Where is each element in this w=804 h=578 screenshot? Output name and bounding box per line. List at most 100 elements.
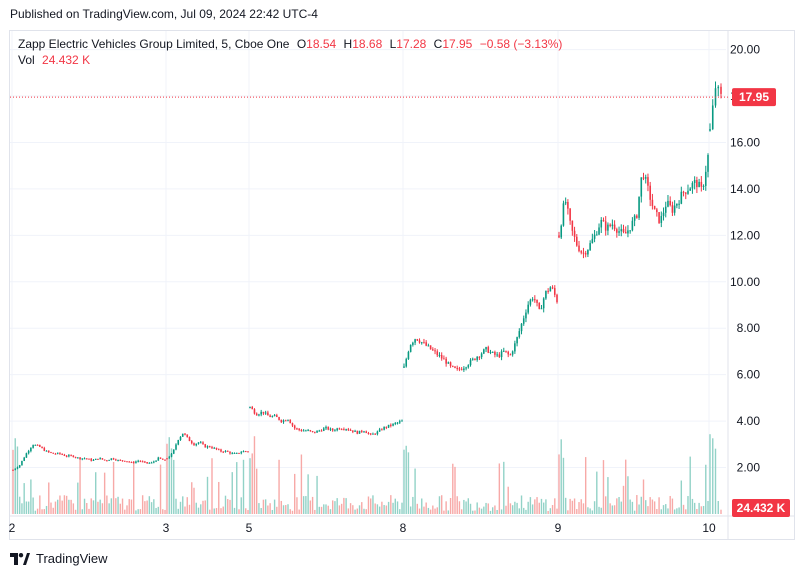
volume-bar — [83, 498, 86, 514]
candle-body — [412, 342, 414, 345]
volume-bar — [211, 458, 213, 514]
candle-body — [372, 433, 374, 435]
volume-bar — [39, 495, 41, 514]
candle-body — [264, 412, 267, 414]
volume-bar — [302, 496, 305, 514]
candle-body — [456, 367, 459, 369]
volume-bar — [696, 508, 698, 514]
volume-bar — [638, 504, 640, 514]
volume-bar — [282, 505, 285, 514]
candle-body — [558, 235, 560, 238]
volume-bar — [204, 500, 206, 514]
candle-body — [61, 453, 63, 455]
volume-bar — [318, 506, 320, 514]
volume-bar — [52, 507, 54, 514]
series-legend: Zapp Electric Vehicles Group Limited, 5,… — [18, 36, 562, 68]
candle-body — [383, 426, 385, 430]
candle-body — [540, 308, 543, 310]
volume-bar — [222, 506, 224, 514]
candle-body — [693, 179, 696, 184]
candle-body — [211, 447, 213, 449]
candle-body — [673, 205, 676, 213]
volume-bar — [717, 501, 719, 514]
candle-body — [247, 451, 249, 453]
candle-body — [416, 339, 419, 341]
volume-bar — [193, 487, 195, 514]
candle-body — [220, 449, 222, 452]
volume-bar — [622, 485, 625, 514]
volume-bar — [538, 502, 540, 514]
candle-body — [65, 455, 68, 457]
volume-bar — [685, 509, 687, 514]
volume-bar — [564, 497, 567, 514]
volume-bar — [545, 499, 547, 514]
candle-body — [407, 351, 410, 360]
volume-bar — [569, 498, 571, 514]
candle-body — [609, 224, 611, 227]
volume-bar — [173, 459, 175, 514]
volume-bar — [660, 509, 662, 514]
candle-body — [293, 425, 296, 429]
volume-bar — [405, 445, 407, 514]
volume-bar — [649, 497, 651, 514]
volume-bar — [316, 475, 318, 514]
footer-brand[interactable]: TradingView — [10, 551, 108, 566]
volume-bar — [474, 510, 476, 514]
volume-bar — [421, 498, 423, 514]
volume-bar — [576, 509, 578, 514]
candle-body — [656, 209, 658, 213]
candle-body — [43, 447, 46, 451]
chart-pane[interactable] — [9, 30, 795, 540]
candle-body — [193, 443, 195, 446]
y-tick-label: 2.00 — [737, 461, 761, 475]
volume-bar — [631, 501, 634, 514]
candle-body — [696, 179, 698, 188]
candle-body — [458, 368, 461, 370]
volume-bar — [469, 503, 472, 514]
volume-bar — [231, 472, 233, 514]
volume-bar — [534, 499, 536, 514]
volume-bar — [707, 500, 709, 514]
candle-body — [427, 345, 430, 347]
volume-bar — [587, 507, 589, 514]
volume-bar — [79, 458, 81, 514]
candle-body — [571, 220, 574, 231]
candle-body — [202, 442, 204, 445]
high-label: H — [343, 37, 353, 51]
candle-body — [636, 215, 638, 218]
candle-body — [381, 429, 383, 431]
volume-bar — [57, 499, 59, 514]
symbol-title[interactable]: Zapp Electric Vehicles Group Limited, 5,… — [18, 37, 290, 51]
candle-body — [280, 419, 283, 423]
candle-body — [432, 349, 434, 351]
volume-bar — [656, 509, 658, 514]
candle-body — [255, 413, 258, 416]
volume-bar — [144, 501, 146, 514]
volume-bar — [54, 501, 57, 514]
candle-body — [709, 129, 711, 131]
volume-bar — [61, 500, 63, 514]
volume-bar — [213, 508, 215, 514]
candle-body — [687, 190, 689, 194]
candle-body — [208, 446, 211, 448]
volume-bar — [258, 503, 260, 514]
candle-body — [520, 323, 523, 332]
volume-bar — [103, 472, 106, 514]
candle-body — [578, 245, 580, 252]
candle-body — [289, 419, 292, 424]
volume-bar — [560, 439, 562, 514]
candle-body — [600, 219, 603, 228]
candle-body — [644, 177, 647, 179]
volume-bar — [700, 506, 703, 514]
volume-label[interactable]: Vol — [18, 53, 35, 67]
candle-body — [569, 208, 571, 221]
candle-body — [278, 417, 280, 420]
volume-bar — [285, 505, 287, 514]
volume-bar — [291, 510, 294, 514]
volume-bar — [409, 506, 412, 514]
low-label: L — [389, 37, 397, 51]
volume-bar — [179, 501, 182, 514]
candle-body — [507, 351, 510, 355]
volume-bar — [549, 508, 552, 514]
